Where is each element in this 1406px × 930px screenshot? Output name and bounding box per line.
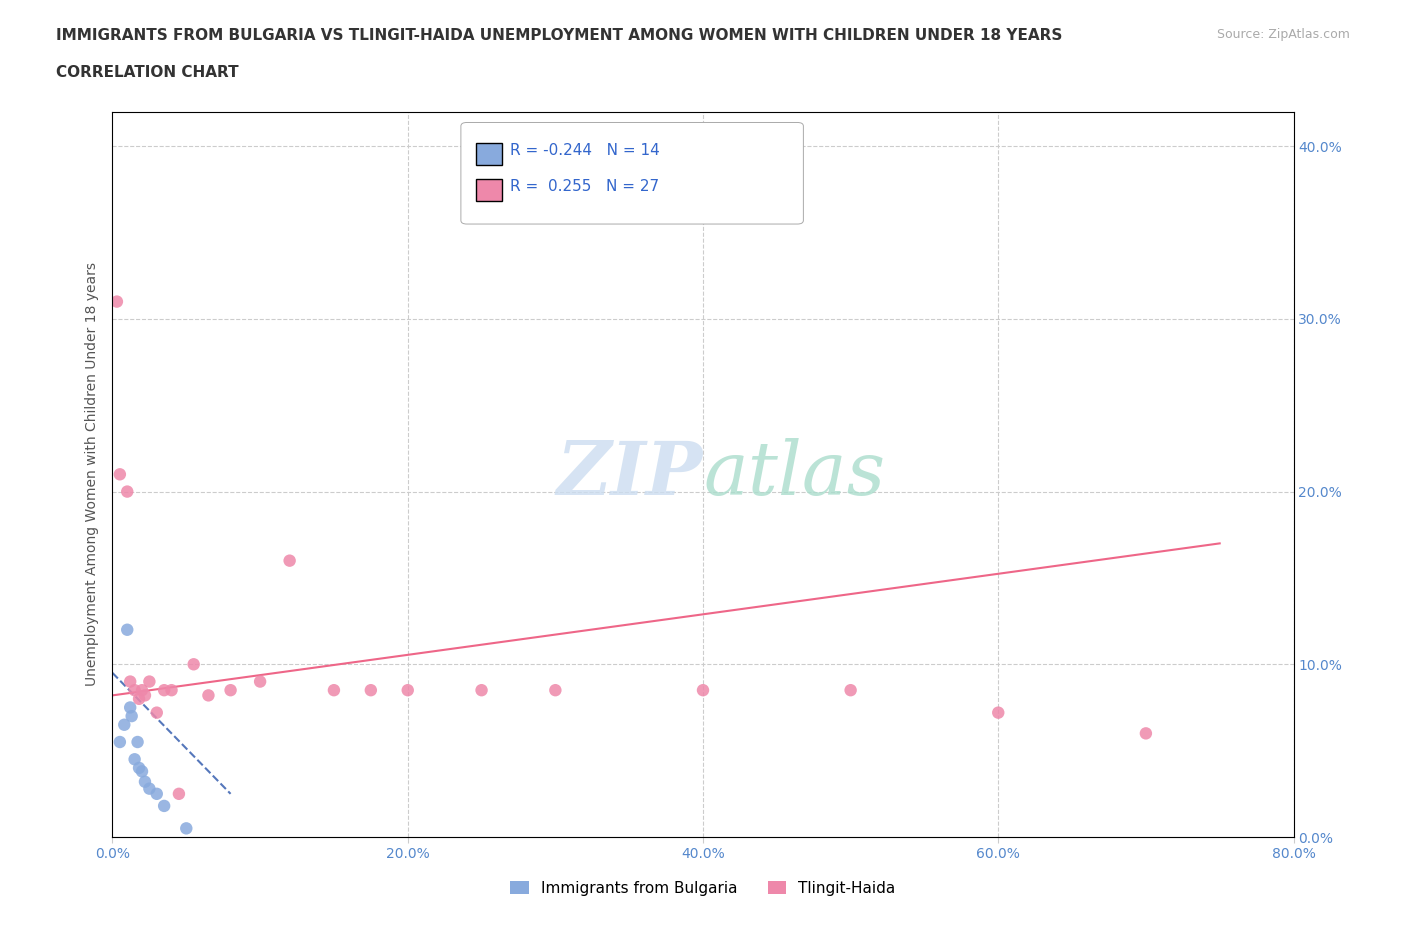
Text: CORRELATION CHART: CORRELATION CHART	[56, 65, 239, 80]
Point	[128, 691, 150, 706]
Text: IMMIGRANTS FROM BULGARIA VS TLINGIT-HAIDA UNEMPLOYMENT AMONG WOMEN WITH CHILDREN: IMMIGRANTS FROM BULGARIA VS TLINGIT-HAID…	[56, 28, 1063, 43]
Point	[153, 683, 176, 698]
Point	[153, 799, 176, 814]
Point	[323, 683, 346, 698]
Point	[120, 674, 142, 689]
Point	[219, 683, 242, 698]
Point	[278, 553, 301, 568]
Point	[396, 683, 419, 698]
Point	[128, 761, 150, 776]
Point	[167, 787, 190, 802]
Y-axis label: Unemployment Among Women with Children Under 18 years: Unemployment Among Women with Children U…	[84, 262, 98, 686]
FancyBboxPatch shape	[477, 143, 502, 165]
Point	[197, 688, 219, 703]
Point	[117, 622, 138, 637]
Point	[138, 674, 160, 689]
FancyBboxPatch shape	[461, 123, 803, 224]
Point	[146, 787, 169, 802]
Point	[249, 674, 271, 689]
Point	[121, 709, 143, 724]
Point	[131, 683, 153, 698]
Text: Source: ZipAtlas.com: Source: ZipAtlas.com	[1216, 28, 1350, 41]
Text: atlas: atlas	[703, 438, 886, 511]
Point	[360, 683, 382, 698]
Point	[174, 821, 197, 836]
Point	[124, 751, 146, 766]
Point	[160, 683, 183, 698]
Text: R = -0.244   N = 14: R = -0.244 N = 14	[510, 142, 661, 157]
Point	[108, 735, 131, 750]
Point	[183, 657, 205, 671]
Point	[987, 705, 1010, 720]
Point	[105, 294, 128, 309]
Point	[544, 683, 567, 698]
Point	[839, 683, 862, 698]
Point	[131, 764, 153, 778]
Point	[1135, 726, 1157, 741]
Text: ZIP: ZIP	[557, 438, 703, 511]
Point	[692, 683, 714, 698]
Point	[134, 688, 156, 703]
Point	[138, 781, 160, 796]
Text: R =  0.255   N = 27: R = 0.255 N = 27	[510, 179, 659, 193]
Point	[470, 683, 494, 698]
Point	[117, 485, 138, 499]
Point	[134, 775, 156, 790]
Legend: Immigrants from Bulgaria, Tlingit-Haida: Immigrants from Bulgaria, Tlingit-Haida	[505, 874, 901, 902]
Point	[124, 683, 146, 698]
Point	[108, 467, 131, 482]
Point	[146, 705, 169, 720]
Point	[120, 700, 142, 715]
Point	[127, 735, 149, 750]
Point	[112, 717, 135, 732]
FancyBboxPatch shape	[477, 179, 502, 201]
